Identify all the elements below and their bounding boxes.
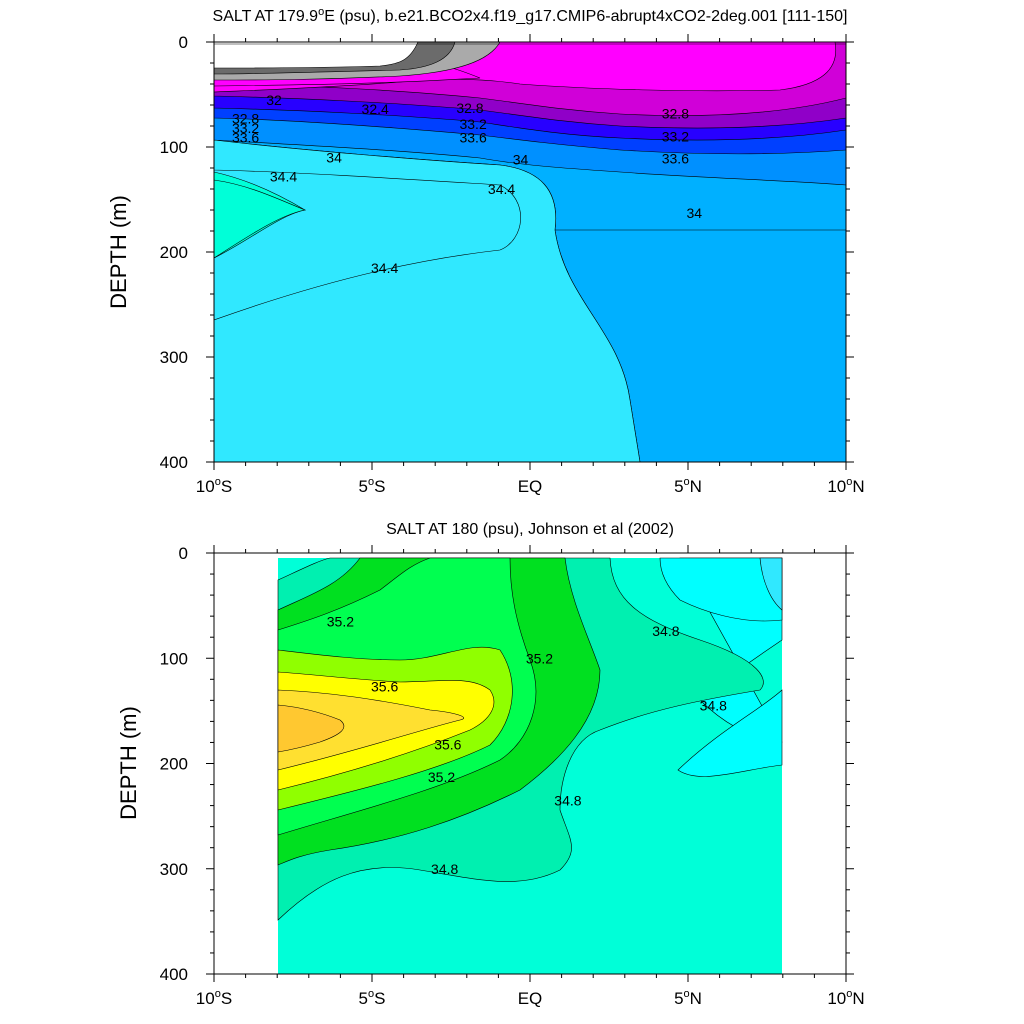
top-x-tick-label: 10oS [196,476,232,496]
top-panel-title: SALT AT 179.9oE (psu), b.e21.BCO2x4.f19_… [213,6,848,25]
top-contour-label: 32.8 [232,111,259,127]
bot-contour-label: 34.8 [652,623,679,639]
top-contour-label: 33.2 [232,120,259,136]
top-band-34_4-34_6-core [214,139,641,462]
top-contour-label: 34 [326,150,342,166]
top-contour-label: 32 [266,92,282,108]
bot-contour-label: 34.8 [554,792,581,808]
top-y-tick-label: 100 [160,138,188,157]
top-panel: SALT AT 179.9oE (psu), b.e21.BCO2x4.f19_… [106,6,865,496]
bot-band-34_6-34_8-ne-main [659,557,783,622]
bottom-axis-ticks [206,545,854,982]
bot-band-gt-36_2 [277,704,345,753]
top-y-tick-label: 400 [160,453,188,472]
top-contour-label: 32.8 [456,100,483,116]
bottom-panel: SALT AT 180 (psu), Johnson et al (2002) [116,521,865,1008]
top-y-axis-title: DEPTH (m) [106,195,131,309]
bot-band-34_6-34_8-ne-low [677,689,783,777]
top-contour-label: 33.6 [459,130,486,146]
bottom-x-tick-labels: 10oS 5oS EQ 5oN 10oN [196,988,865,1008]
bot-contour-label: 34.8 [431,861,458,877]
top-band-34_6-34_8-lens-top [214,179,307,259]
top-contour-label: 34.4 [488,181,515,197]
top-x-tick-label: 10oN [827,476,864,496]
bottom-y-tick-labels: 0 100 200 300 400 [160,544,188,984]
top-axis-ticks [206,34,854,470]
top-x-tick-label: EQ [518,477,543,496]
bot-band-34_4-34_6-corner [759,557,783,611]
bot-x-tick-label: EQ [518,989,543,1008]
top-contour-label: 34.4 [270,168,297,184]
bot-band-36_0-36_2 [277,689,465,771]
top-y-tick-labels: 0 100 200 300 400 [160,33,188,472]
top-contour-label: 33.6 [232,130,259,146]
bot-contour-label: 35.2 [327,613,354,629]
bottom-salinity-field [277,557,783,974]
top-contour-label: 33.6 [662,151,689,167]
bot-x-tick-label: 5oN [674,988,702,1008]
top-contour-label: 34 [513,152,529,168]
top-contour-label: 32.8 [662,105,689,121]
top-salinity-field [214,42,846,462]
top-y-tick-label: 0 [179,33,188,52]
bot-contour-label: 35.2 [526,650,553,666]
top-y-tick-label: 300 [160,348,188,367]
top-x-tick-label: 5oS [359,476,386,496]
top-contour-label: 32.4 [362,101,389,117]
top-band-lt-32 [214,42,419,69]
bot-x-tick-label: 10oN [827,988,864,1008]
bottom-y-axis-title: DEPTH (m) [116,706,141,820]
top-contour-label: 34 [687,205,703,221]
bottom-panel-title: SALT AT 180 (psu), Johnson et al (2002) [386,521,674,538]
bot-contour-label: 35.6 [434,737,461,753]
bot-x-tick-label: 10oS [196,988,232,1008]
bot-y-tick-label: 300 [160,860,188,879]
top-y-tick-label: 200 [160,243,188,262]
top-contour-labels: 3232.432.833.233.63434.432.833.233.63434… [232,92,702,276]
top-contour-label: 33.2 [662,129,689,145]
bot-contour-label: 35.6 [371,679,398,695]
bot-x-tick-label: 5oS [359,988,386,1008]
top-x-tick-labels: 10oS 5oS EQ 5oN 10oN [196,476,865,496]
top-x-tick-label: 5oN [674,476,702,496]
bot-y-tick-label: 100 [160,649,188,668]
bottom-contour-labels: 35.2 35.6 35.6 35.2 35.2 34.8 34.8 34.8 34.8 [327,613,727,876]
bot-y-tick-label: 200 [160,755,188,774]
bot-contour-label: 34.8 [700,698,727,714]
bot-y-tick-label: 0 [179,544,188,563]
bot-y-tick-label: 400 [160,965,188,984]
top-contour-label: 34.4 [371,260,398,276]
top-contour-label: 33.2 [459,116,486,132]
bot-contour-label: 35.2 [428,769,455,785]
